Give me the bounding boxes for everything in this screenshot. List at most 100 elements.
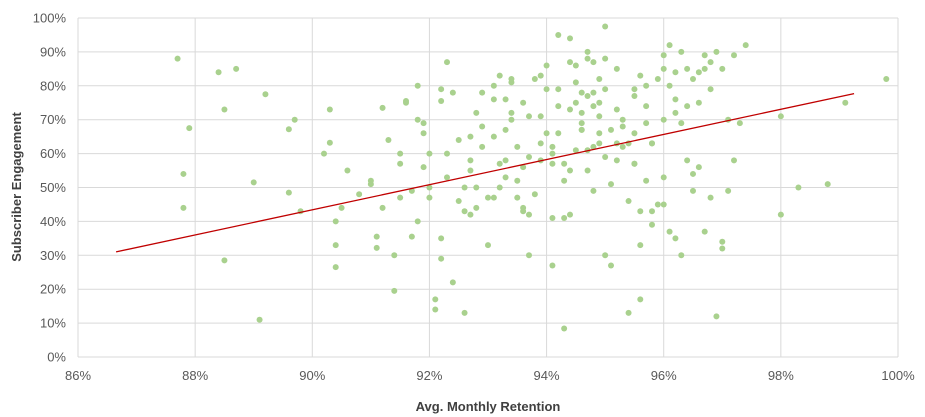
data-point xyxy=(578,109,585,116)
data-point xyxy=(613,157,620,164)
data-point xyxy=(502,174,509,181)
data-point xyxy=(672,109,679,116)
data-point xyxy=(531,191,538,198)
data-point xyxy=(561,177,568,184)
data-point xyxy=(561,160,568,167)
data-point xyxy=(332,218,339,225)
data-point xyxy=(414,218,421,225)
data-point xyxy=(420,120,427,127)
data-point xyxy=(561,325,568,332)
data-point xyxy=(549,215,556,222)
data-point xyxy=(285,189,292,196)
data-point xyxy=(420,164,427,171)
data-point xyxy=(438,98,445,105)
data-point xyxy=(672,235,679,242)
data-point xyxy=(479,123,486,130)
data-point xyxy=(643,177,650,184)
y-tick-label: 20% xyxy=(40,282,66,297)
data-point xyxy=(731,157,737,164)
data-point xyxy=(514,194,521,201)
x-tick-label: 98% xyxy=(768,368,794,383)
data-point xyxy=(619,123,626,130)
data-point xyxy=(719,65,726,72)
data-point xyxy=(543,86,550,93)
data-point xyxy=(397,194,404,201)
data-point xyxy=(414,82,421,89)
data-point xyxy=(502,157,509,164)
data-point xyxy=(654,201,661,208)
y-axis-title: Subscriber Engagement xyxy=(9,112,24,262)
data-point xyxy=(637,72,644,79)
y-tick-label: 30% xyxy=(40,248,66,263)
data-point xyxy=(379,104,386,111)
data-point xyxy=(438,255,445,262)
x-tick-label: 94% xyxy=(534,368,560,383)
data-point xyxy=(602,23,609,30)
data-point xyxy=(180,204,187,211)
data-point xyxy=(660,65,667,72)
data-point xyxy=(643,82,650,89)
data-point xyxy=(262,91,269,98)
data-point xyxy=(672,96,679,103)
data-point xyxy=(684,103,691,110)
data-point xyxy=(578,120,585,127)
data-point xyxy=(490,82,497,89)
data-point xyxy=(537,140,544,147)
data-point xyxy=(426,194,433,201)
data-point xyxy=(567,59,573,66)
y-axis-ticks: 0% 10% 20% 30% 40% 50% 60% 70% 80% 90% 100% xyxy=(33,11,67,365)
data-point xyxy=(777,211,784,218)
data-point xyxy=(690,187,696,194)
data-point xyxy=(625,309,632,316)
data-point xyxy=(602,86,609,93)
y-tick-label: 80% xyxy=(40,78,66,93)
data-point xyxy=(713,313,720,320)
data-point xyxy=(520,99,527,106)
data-point xyxy=(707,194,714,201)
data-point xyxy=(467,133,474,140)
data-point xyxy=(490,194,497,201)
data-point xyxy=(485,242,491,249)
data-point xyxy=(678,48,685,55)
data-point xyxy=(373,244,380,251)
data-point xyxy=(660,52,667,59)
data-point xyxy=(397,160,404,167)
x-tick-label: 88% xyxy=(182,368,208,383)
data-point xyxy=(584,92,591,99)
data-point xyxy=(526,153,532,160)
data-point xyxy=(567,167,573,174)
data-point xyxy=(578,126,585,133)
trendline-layer xyxy=(115,92,855,253)
data-point xyxy=(485,194,491,201)
data-point xyxy=(742,42,749,49)
data-point xyxy=(590,187,597,194)
data-point xyxy=(549,143,556,150)
data-point xyxy=(174,55,181,62)
data-point xyxy=(508,109,515,116)
data-point xyxy=(379,204,386,211)
data-point xyxy=(496,72,503,79)
data-point xyxy=(649,140,655,147)
data-point xyxy=(467,157,474,164)
data-point xyxy=(678,252,685,259)
data-point xyxy=(567,211,573,218)
data-point xyxy=(631,130,638,137)
x-axis-ticks: 86% 88% 90% 92% 94% 96% 98% 100% xyxy=(65,368,915,383)
data-point xyxy=(426,184,433,191)
data-point xyxy=(526,113,532,120)
data-point xyxy=(338,204,345,211)
data-point xyxy=(432,296,439,303)
data-point xyxy=(408,233,415,240)
y-tick-label: 100% xyxy=(33,11,67,26)
x-tick-label: 96% xyxy=(651,368,677,383)
data-point xyxy=(250,179,257,186)
data-point xyxy=(619,116,626,123)
data-point xyxy=(256,316,263,323)
data-point xyxy=(526,252,532,259)
data-point xyxy=(385,137,392,144)
data-point xyxy=(508,79,515,86)
data-point xyxy=(777,113,784,120)
data-point xyxy=(221,106,228,113)
x-axis-title: Avg. Monthly Retention xyxy=(416,399,561,414)
